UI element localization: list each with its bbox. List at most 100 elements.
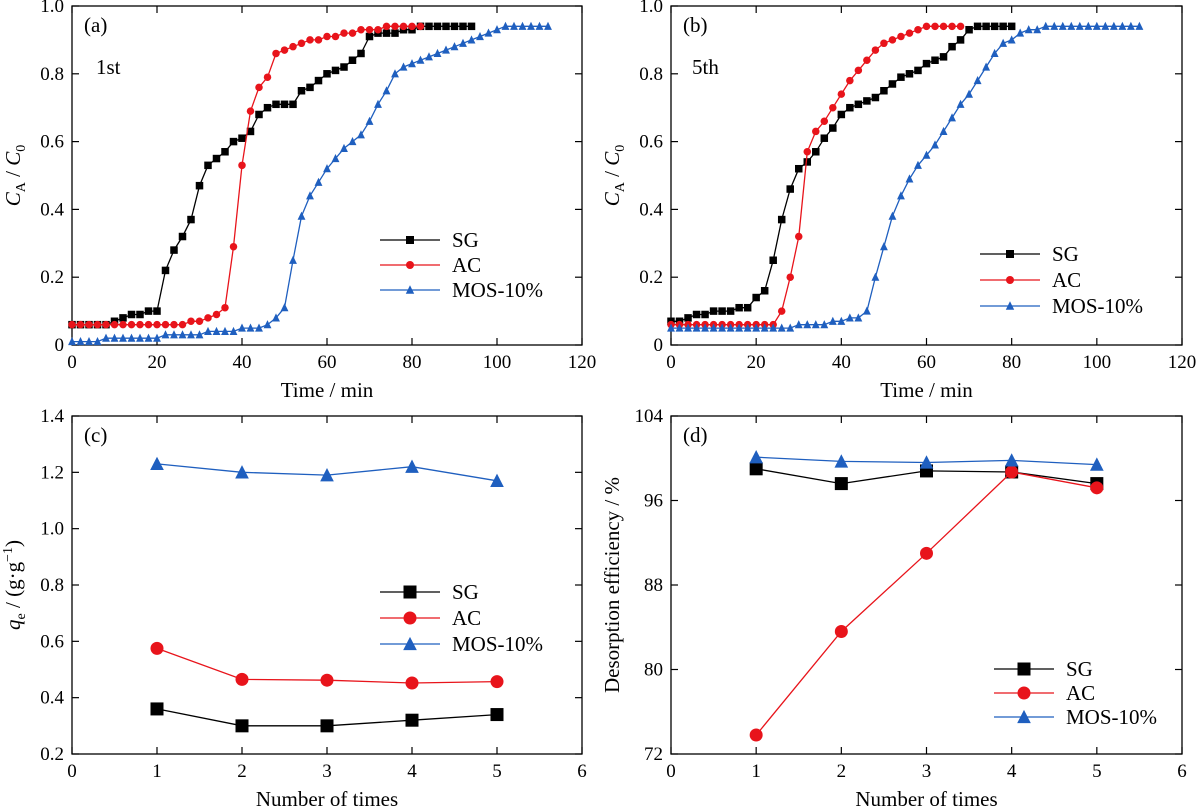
data-point bbox=[990, 22, 999, 31]
data-point bbox=[229, 242, 238, 251]
data-point bbox=[743, 303, 752, 312]
data-point bbox=[365, 116, 374, 125]
data-point bbox=[709, 307, 718, 315]
data-point bbox=[204, 314, 212, 322]
x-tick-label: 80 bbox=[403, 352, 422, 373]
data-point bbox=[777, 307, 786, 315]
data-point bbox=[416, 22, 425, 31]
x-tick-label: 60 bbox=[318, 352, 337, 373]
legend-marker bbox=[403, 636, 417, 651]
y-tick-label: 0 bbox=[55, 335, 65, 356]
y-axis-title: qe / (g·g−1) bbox=[1, 540, 29, 630]
legend-marker bbox=[403, 611, 417, 625]
data-point bbox=[973, 22, 982, 31]
x-tick-label: 1 bbox=[152, 761, 162, 782]
data-point bbox=[948, 42, 956, 51]
data-point bbox=[812, 127, 820, 136]
panel-label: (d) bbox=[683, 423, 708, 447]
data-point bbox=[837, 110, 846, 119]
data-point bbox=[425, 52, 433, 61]
x-tick-label: 20 bbox=[747, 352, 766, 373]
data-point bbox=[221, 326, 229, 336]
legend-marker bbox=[1006, 276, 1014, 284]
data-point bbox=[820, 320, 829, 329]
x-tick-label: 40 bbox=[832, 352, 851, 373]
data-point bbox=[246, 323, 255, 332]
data-point bbox=[272, 313, 280, 322]
data-point bbox=[408, 59, 416, 68]
data-point bbox=[391, 69, 399, 78]
data-point bbox=[221, 303, 229, 312]
x-tick-label: 6 bbox=[577, 761, 587, 782]
y-tick-label: 0.2 bbox=[40, 267, 64, 288]
data-point bbox=[880, 87, 888, 95]
legend-marker bbox=[1017, 709, 1031, 724]
data-point bbox=[837, 316, 846, 325]
data-point bbox=[1041, 21, 1050, 30]
data-point bbox=[692, 310, 701, 319]
data-point bbox=[382, 29, 391, 37]
data-point bbox=[837, 90, 846, 98]
data-point bbox=[280, 303, 289, 312]
data-point bbox=[749, 450, 763, 464]
data-point bbox=[1090, 481, 1104, 495]
data-point bbox=[357, 49, 365, 58]
x-axis-title: Number of times bbox=[256, 787, 398, 811]
data-point bbox=[235, 465, 249, 479]
legend-label: AC bbox=[1052, 268, 1081, 292]
series-line bbox=[671, 25, 1012, 322]
data-point bbox=[982, 62, 991, 71]
series-ac bbox=[749, 465, 1104, 742]
data-point bbox=[331, 66, 340, 75]
data-point bbox=[238, 323, 246, 332]
data-point bbox=[467, 35, 476, 44]
data-point bbox=[331, 32, 340, 41]
data-point bbox=[314, 36, 323, 44]
series-line bbox=[72, 25, 421, 326]
legend-label: SG bbox=[1052, 242, 1079, 266]
y-tick-label: 104 bbox=[635, 406, 664, 427]
x-tick-label: 0 bbox=[666, 352, 676, 373]
data-point bbox=[854, 100, 863, 109]
data-point bbox=[490, 473, 504, 487]
data-point bbox=[297, 39, 306, 48]
data-point bbox=[221, 148, 229, 156]
data-point bbox=[161, 330, 170, 339]
data-point bbox=[425, 22, 433, 31]
data-point bbox=[348, 56, 357, 64]
data-point bbox=[297, 87, 306, 95]
data-point bbox=[195, 317, 204, 326]
y-axis-title: Desorption efficiency / % bbox=[600, 477, 624, 693]
data-point bbox=[127, 320, 136, 329]
data-point bbox=[246, 107, 255, 115]
x-tick-label: 5 bbox=[1092, 761, 1102, 782]
run-annotation: 1st bbox=[96, 55, 121, 79]
series-mos-10- bbox=[667, 21, 1144, 332]
data-point bbox=[187, 330, 195, 339]
data-point bbox=[467, 22, 476, 31]
data-point bbox=[931, 22, 939, 31]
data-point bbox=[93, 320, 102, 329]
data-point bbox=[110, 333, 119, 342]
data-point bbox=[518, 21, 527, 30]
y-tick-label: 0.8 bbox=[639, 64, 663, 85]
data-point bbox=[178, 232, 187, 241]
data-point bbox=[170, 330, 178, 339]
x-tick-label: 3 bbox=[922, 761, 932, 782]
x-tick-label: 3 bbox=[322, 761, 332, 782]
data-point bbox=[888, 211, 897, 220]
data-point bbox=[803, 148, 812, 156]
data-point bbox=[289, 42, 297, 51]
data-point bbox=[905, 29, 914, 37]
data-point bbox=[150, 702, 164, 716]
data-point bbox=[459, 38, 467, 47]
x-tick-label: 6 bbox=[1177, 761, 1187, 782]
data-point bbox=[931, 140, 939, 149]
data-point bbox=[442, 45, 450, 54]
series-mos-10- bbox=[749, 450, 1104, 471]
data-point bbox=[948, 22, 956, 31]
data-point bbox=[1126, 21, 1135, 30]
data-point bbox=[297, 211, 306, 220]
data-point bbox=[204, 161, 212, 170]
